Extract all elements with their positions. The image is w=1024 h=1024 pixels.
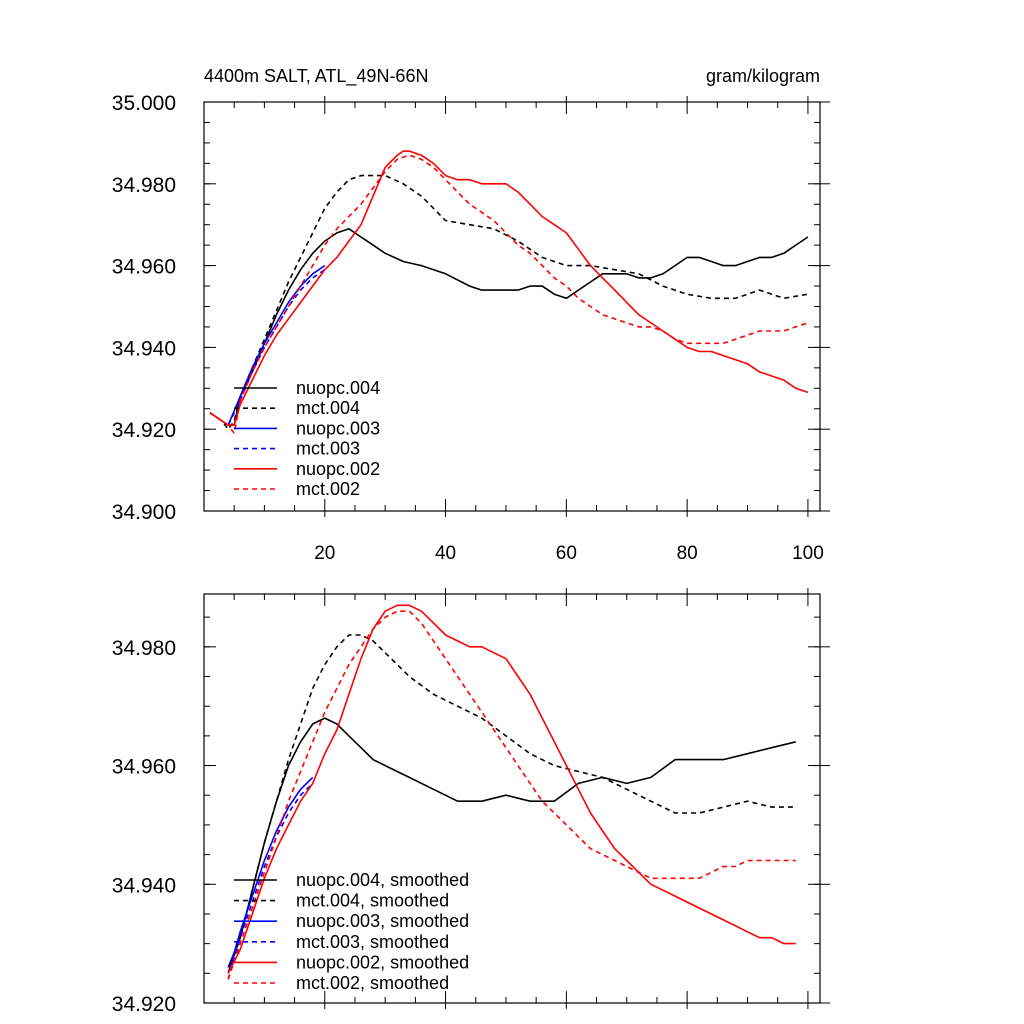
series-line-nuopc-003 [227,264,326,426]
legend-label: mct.004 [296,398,360,418]
y-tick-label: 34.960 [112,256,176,279]
series-line-nuopc-002 [209,150,809,426]
legend-label: mct.003, smoothed [296,932,449,952]
series-line-mct-002-smoothed [227,610,796,980]
legend-label: nuopc.002 [296,459,380,479]
top-panel: 4400m SALT, ATL_49N-66N gram/kilogram 20… [112,66,830,564]
units-label: gram/kilogram [706,66,820,86]
bottom-panel: 34.920 34.940 34.960 34.980 nuopc.004, smoo… [112,588,830,1016]
plot-frame [203,593,821,1004]
series-line-mct-003-smoothed [227,782,314,980]
legend: nuopc.004mct.004nuopc.003mct.003nuopc.00… [234,378,380,499]
y-tick-label: 34.940 [112,874,176,897]
legend-label: nuopc.003, smoothed [296,911,469,931]
x-tick-label: 40 [435,543,456,564]
y-tick-label: 35.000 [112,92,176,115]
x-tick-label: 20 [314,543,335,564]
y-tick-label: 34.940 [112,337,176,360]
x-tick-label: 60 [556,543,577,564]
series-line-mct-004-smoothed [227,634,796,974]
series-line-mct-004 [209,174,809,431]
series-line-mct-002 [209,154,809,435]
x-tick-label: 100 [792,543,824,564]
y-tick-label: 34.920 [112,419,176,442]
series-line-nuopc-002-smoothed [227,604,796,974]
legend-label: nuopc.004 [296,378,380,398]
legend-label: nuopc.002, smoothed [296,952,469,972]
legend-label: mct.002 [296,479,360,499]
y-tick-label: 34.900 [112,501,176,524]
legend-label: mct.002, smoothed [296,973,449,993]
legend-label: nuopc.003 [296,418,380,438]
series-line-nuopc-004-smoothed [227,717,796,968]
chart-title: 4400m SALT, ATL_49N-66N [204,66,428,87]
legend-label: mct.004, smoothed [296,891,449,911]
series-line-nuopc-003-smoothed [227,776,314,974]
x-tick-label: 80 [677,543,698,564]
y-tick-label: 34.920 [112,993,176,1016]
legend-label: nuopc.004, smoothed [296,870,469,890]
y-tick-label: 34.960 [112,756,176,779]
legend-label: mct.003 [296,439,360,459]
series-line-nuopc-004 [209,228,809,426]
y-tick-label: 34.980 [112,637,176,660]
y-tick-label: 34.980 [112,174,176,197]
